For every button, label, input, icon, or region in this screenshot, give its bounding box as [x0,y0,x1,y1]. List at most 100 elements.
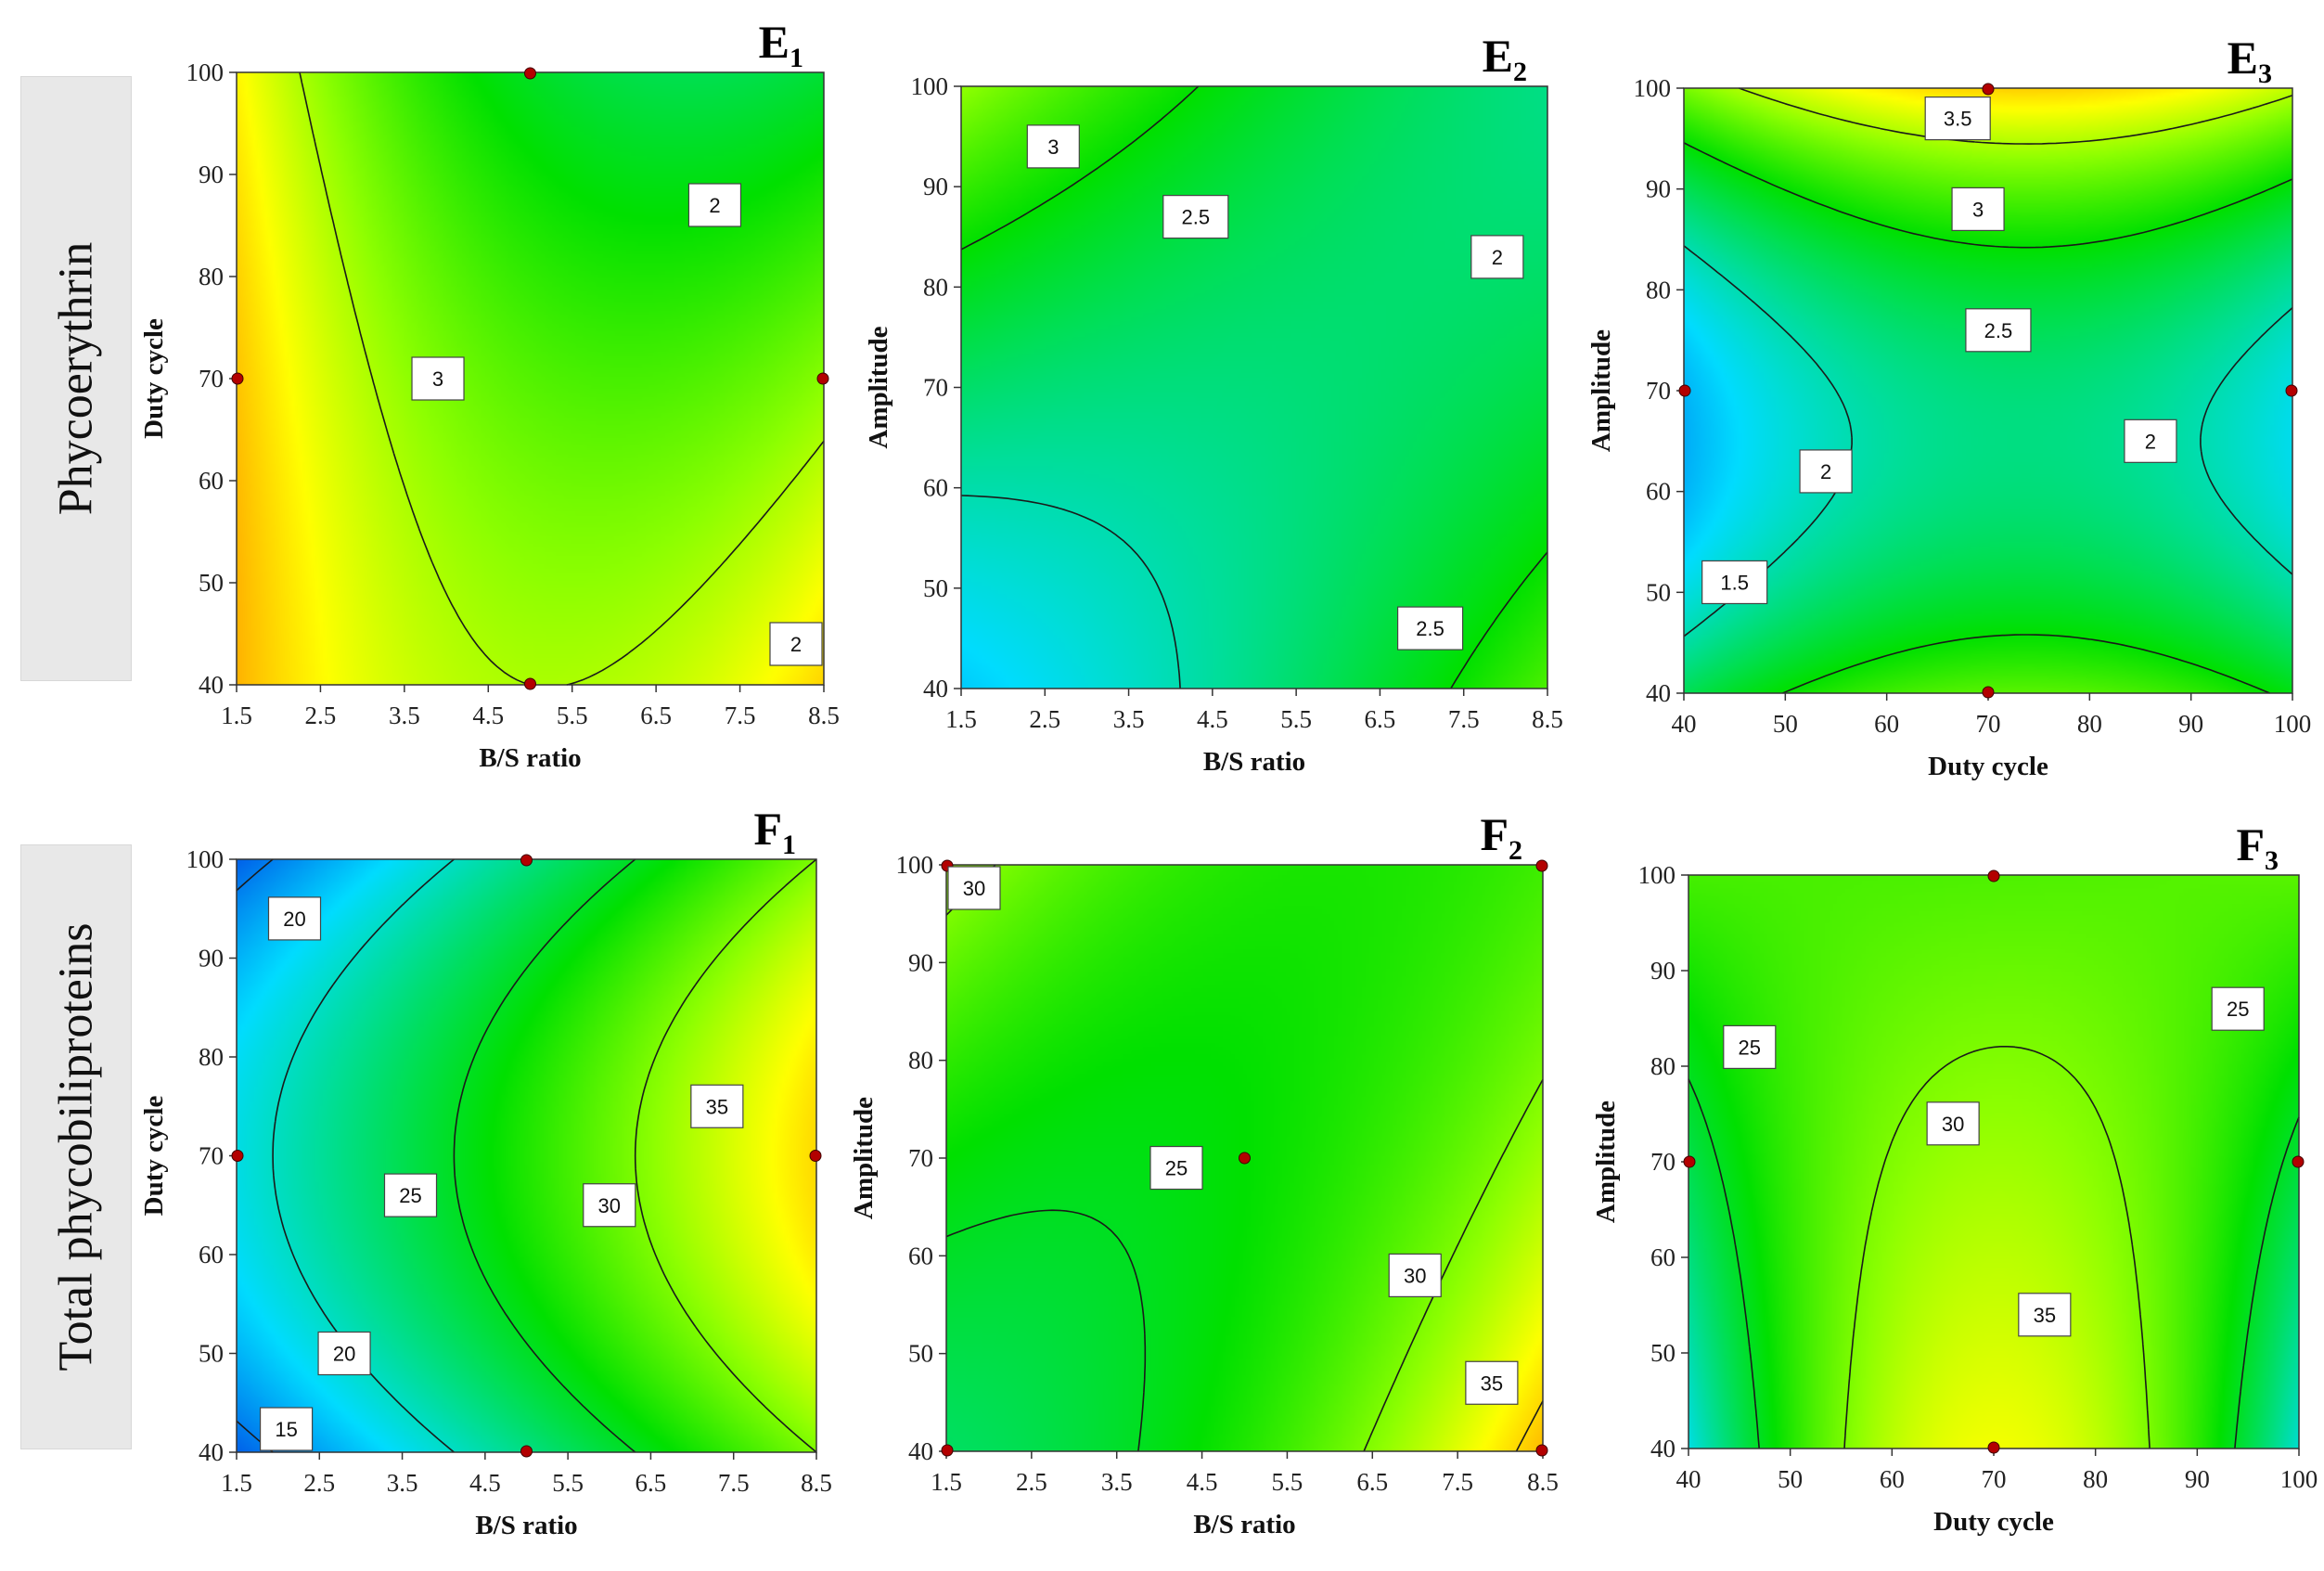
x-tick-label: 2.5 [1016,1468,1047,1496]
y-tick-label: 100 [1634,74,1672,102]
contour-label: 30 [1942,1113,1964,1136]
contour-label-box [1388,1253,1442,1298]
panel-title: F1 [753,803,796,860]
contour-line-30 [634,858,817,1453]
contour-label: 20 [333,1343,355,1366]
x-tick-label: 80 [2083,1465,2108,1493]
panel-title: E2 [1483,30,1527,87]
y-tick-label: 100 [186,845,225,873]
x-tick-label: 1.5 [931,1468,962,1496]
contour-label: 3 [1047,135,1059,159]
design-point [1683,1155,1696,1168]
design-point [1987,869,2000,882]
contour-line-30 [1843,1046,2151,1449]
row-label-total-phycobiliproteins: Total phycobiliproteins [20,844,132,1449]
x-tick-label: 1.5 [945,705,977,733]
y-tick-label: 60 [923,474,948,502]
y-tick-label: 70 [908,1144,933,1172]
x-axis-label: B/S ratio [1203,747,1305,777]
contour-label: 25 [399,1184,421,1207]
x-tick-label: 6.5 [640,702,672,729]
contour-label-box [1149,1145,1203,1191]
x-tick-label: 2.5 [1029,705,1060,733]
y-tick-label: 60 [199,467,224,495]
x-tick-label: 6.5 [1356,1468,1388,1496]
contour-label: 35 [1481,1371,1503,1395]
panel-title-subscript: 1 [782,830,796,860]
contour-label-box [687,183,742,227]
y-tick-label: 70 [1646,377,1671,405]
x-tick-label: 5.5 [1272,1468,1303,1496]
y-tick-label: 90 [1650,957,1676,985]
x-tick-label: 5.5 [557,702,588,729]
panel-title-letter: E [2228,32,2258,84]
x-tick-label: 3.5 [1113,705,1145,733]
contour-label-box [267,896,322,941]
contour-label-box [769,622,823,666]
design-point [1982,83,1995,96]
x-axis-label: B/S ratio [479,743,581,773]
panel-title-subscript: 2 [1509,835,1522,866]
y-tick-label: 100 [186,58,225,86]
contour-label-box [383,1173,438,1217]
contour-line-25 [453,858,636,1453]
contour-line-3 [1739,87,2293,145]
y-tick-label: 50 [1646,578,1671,606]
x-tick-label: 7.5 [1448,705,1480,733]
contour-line-2-5 [960,85,1548,689]
x-axis-label: Duty cycle [1933,1507,2054,1537]
y-tick-label: 80 [1650,1052,1676,1080]
contour-label-box [1965,308,2032,353]
y-tick-label: 40 [1646,679,1671,707]
design-point [1987,1441,2000,1454]
contour-label-box [1470,235,1524,279]
contour-label: 25 [1739,1036,1761,1059]
x-tick-label: 70 [1982,1465,2007,1493]
y-tick-label: 40 [1650,1435,1676,1462]
design-point [231,372,244,385]
contour-label: 35 [2034,1304,2056,1327]
x-tick-label: 4.5 [469,1469,501,1497]
y-tick-label: 70 [199,365,224,393]
contour-label-box [1723,1024,1777,1070]
row-label-phycoerythrin: Phycoerythrin [20,76,132,681]
contour-label-box [1799,449,1853,494]
contour-label: 25 [2227,998,2249,1021]
contour-label-box [2018,1293,2072,1337]
y-tick-label: 50 [923,574,948,602]
y-tick-label: 60 [199,1241,224,1268]
contour-label: 2.5 [1182,206,1211,229]
contour-label: 30 [598,1194,621,1217]
contour-label-box [1951,187,2005,231]
design-point [520,854,533,867]
y-tick-label: 60 [908,1242,933,1269]
x-tick-label: 60 [1874,710,1899,738]
panel-f1: 1.5 2.5 3.5 4.5 5.5 6.5 7.5 8.5 40 50 60 70 80 90 100 B… [139,803,832,1540]
x-tick-label: 2.5 [303,1469,335,1497]
x-tick-label: 6.5 [1365,705,1396,733]
contour-line-25 [1688,1078,2300,1449]
y-tick-label: 80 [1646,276,1671,303]
design-point [2285,384,2298,397]
y-tick-label: 90 [199,945,224,972]
contour-label: 3 [432,367,443,391]
contour-line-2 [960,495,1181,689]
panel-title-letter: E [759,16,790,68]
design-point [524,67,536,80]
x-tick-label: 100 [2274,710,2312,738]
y-tick-label: 80 [923,273,948,301]
contour-label-box [1162,195,1229,239]
contour-label-box [1924,96,1991,141]
x-tick-label: 4.5 [1187,1468,1218,1496]
x-tick-label: 8.5 [808,702,840,729]
panel-f3: 40 50 60 70 80 90 100 40 50 60 70 80 90 100 Duty cycle… [1591,818,2318,1537]
y-tick-label: 40 [923,675,948,702]
y-tick-label: 40 [908,1437,933,1465]
y-axis-label: Amplitude [864,326,893,448]
heatmap-surface [961,86,1547,689]
contour-label: 2.5 [1984,319,2013,342]
panel-title: F3 [2236,818,2279,876]
design-point [1239,1152,1251,1165]
y-tick-label: 60 [1650,1243,1676,1271]
